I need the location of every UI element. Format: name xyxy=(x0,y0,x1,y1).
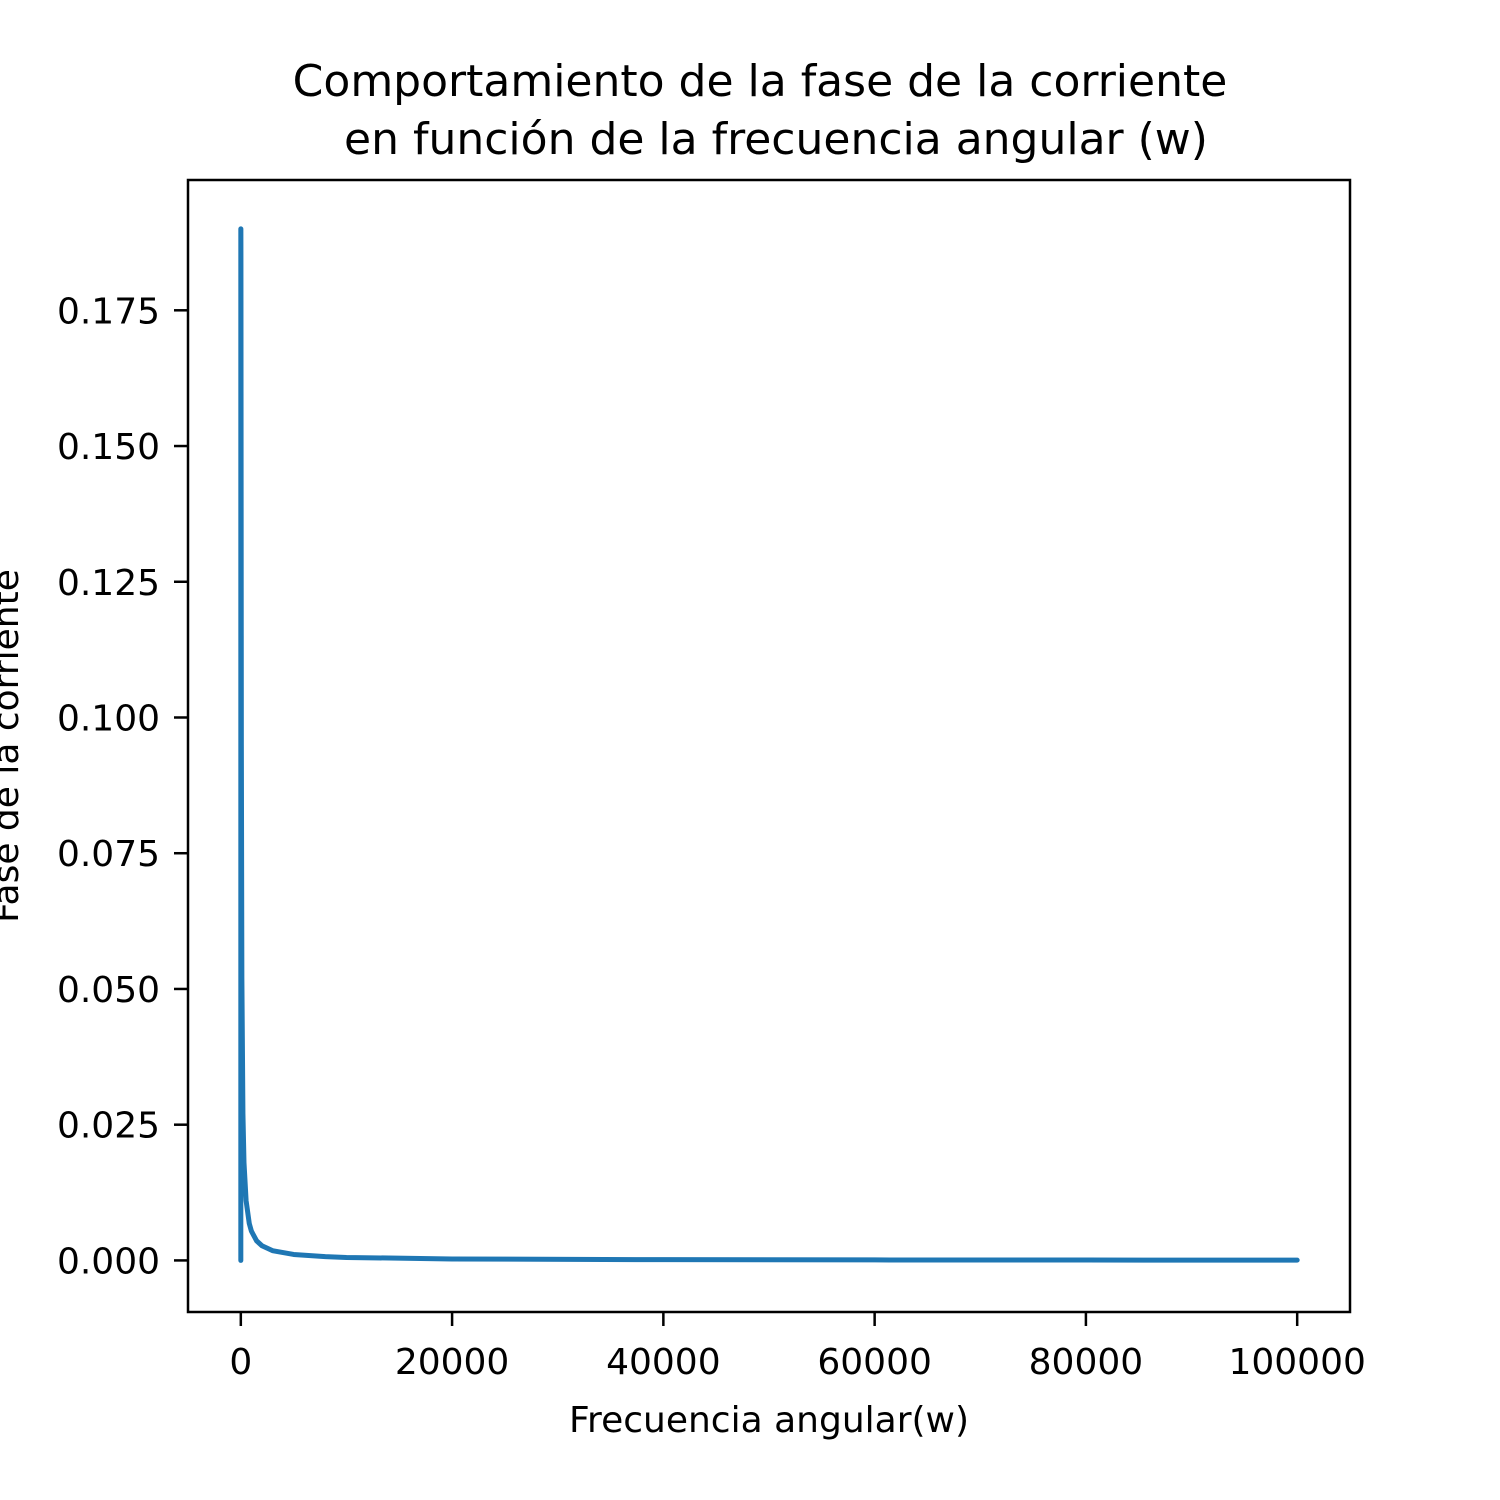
x-tick-label: 0 xyxy=(229,1342,252,1383)
y-tick-label: 0.000 xyxy=(57,1241,160,1282)
x-tick-label: 100000 xyxy=(1228,1342,1365,1383)
y-tick-label: 0.075 xyxy=(57,834,160,875)
x-tick-label: 20000 xyxy=(395,1342,510,1383)
x-tick-label: 60000 xyxy=(817,1342,932,1383)
y-tick-label: 0.175 xyxy=(57,291,160,332)
y-tick-label: 0.100 xyxy=(57,698,160,739)
chart-title-line-2: en función de la frecuencia angular (w) xyxy=(344,114,1208,165)
x-tick-label: 80000 xyxy=(1029,1342,1144,1383)
y-tick-label: 0.050 xyxy=(57,970,160,1011)
y-tick-label: 0.025 xyxy=(57,1106,160,1147)
x-axis: 0 20000 40000 60000 80000 100000 xyxy=(229,1312,1366,1383)
x-tick-label: 40000 xyxy=(606,1342,721,1383)
plot-area xyxy=(186,178,1352,1314)
y-axis: 0.000 0.025 0.050 0.075 0.100 0.125 0.150 0.175 xyxy=(57,291,188,1282)
chart-title-line-1: Comportamiento de la fase de la corrient… xyxy=(293,56,1228,107)
y-axis-label: Fase de la corriente xyxy=(0,569,27,923)
y-tick-label: 0.125 xyxy=(57,563,160,604)
series-line xyxy=(238,226,1300,1263)
x-axis-label: Frecuencia angular(w) xyxy=(569,1400,969,1441)
y-tick-label: 0.150 xyxy=(57,427,160,468)
axes-frame xyxy=(186,178,1352,1314)
